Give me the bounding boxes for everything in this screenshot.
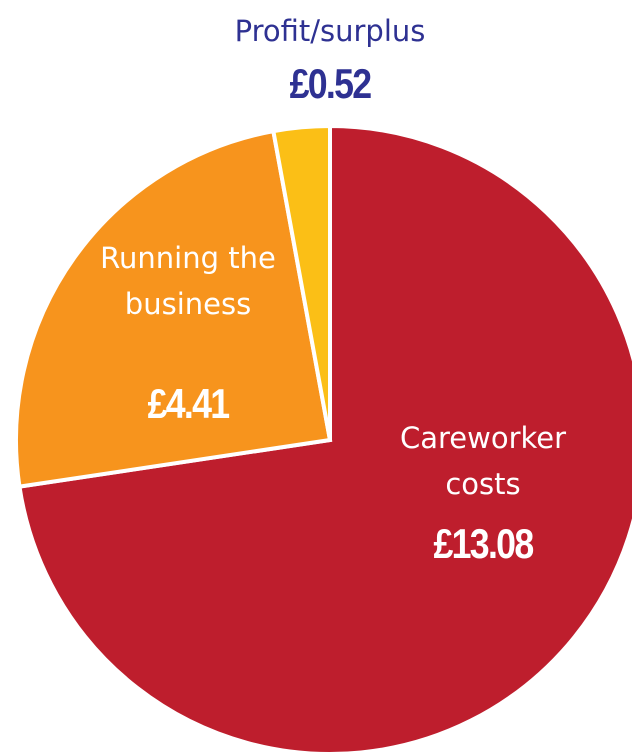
value-label: £13.08 bbox=[433, 520, 535, 567]
value-label: £4.41 bbox=[147, 380, 231, 427]
pie-slice bbox=[271, 123, 332, 441]
pie-slice bbox=[14, 128, 333, 489]
category-label: Profit/surplus bbox=[234, 14, 426, 48]
pie-slice bbox=[17, 123, 632, 754]
category-label: Running the business bbox=[100, 241, 276, 321]
category-label: Careworker costs bbox=[399, 421, 567, 501]
value-label: £0.52 bbox=[289, 60, 373, 107]
